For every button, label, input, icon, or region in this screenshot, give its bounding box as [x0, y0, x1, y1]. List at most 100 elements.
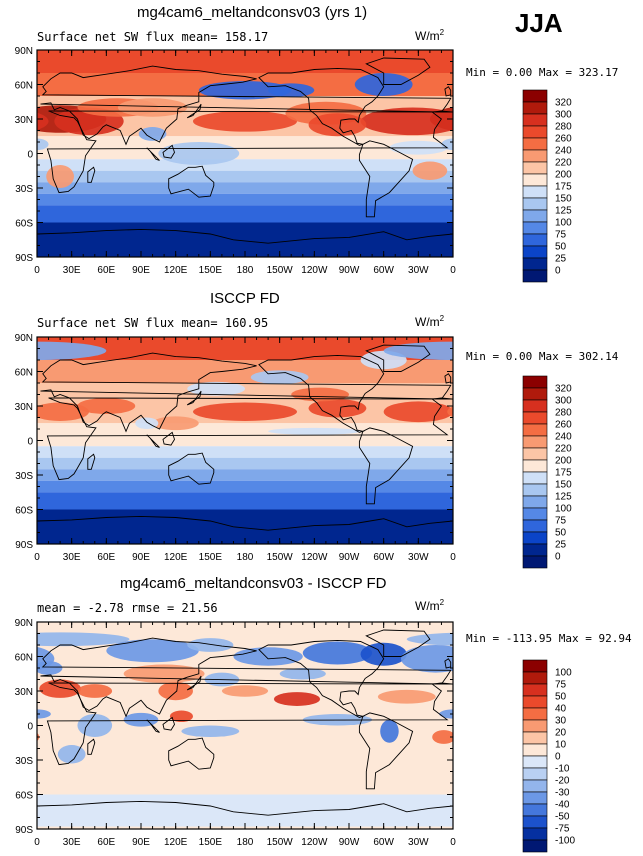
coastline: [46, 110, 453, 194]
panel2-minmax: Min = 0.00 Max = 302.14: [466, 350, 619, 363]
colorbar-swatch: [522, 233, 548, 247]
coastline: [358, 140, 414, 218]
flux-band: [37, 182, 453, 194]
colorbar-swatch: [522, 125, 548, 139]
lon-label: 60E: [97, 837, 115, 848]
colorbar-label: -100: [555, 836, 575, 847]
lon-label: 30W: [408, 837, 429, 848]
coastline: [186, 675, 202, 691]
map-field-3: [37, 622, 609, 829]
coastline: [46, 682, 453, 766]
lon-label: 90E: [132, 837, 150, 848]
colorbar-label: 300: [555, 396, 572, 407]
lon-label: 150W: [267, 265, 294, 276]
coastline: [37, 228, 453, 257]
flux-region: [138, 127, 167, 141]
lon-label: 90E: [132, 552, 150, 563]
flux-region: [383, 401, 453, 423]
lat-label: 30N: [15, 402, 33, 413]
panel3-title: mg4cam6_meltandconsv03 - ISCCP FD: [120, 575, 387, 592]
colorbar-swatch: [522, 719, 548, 733]
colorbar-label: 150: [555, 194, 572, 205]
coastline: [87, 738, 96, 755]
colorbar-swatch: [522, 161, 548, 175]
lat-label: 60S: [15, 506, 33, 517]
lat-label: 30N: [15, 687, 33, 698]
colorbar-swatch: [522, 387, 548, 401]
coastline: [258, 67, 385, 146]
flux-region: [37, 709, 51, 719]
lon-label: 60E: [97, 265, 115, 276]
coastline: [186, 390, 202, 406]
colorbar-label: 75: [555, 516, 567, 527]
colorbar-label: 25: [555, 540, 567, 551]
colorbar-swatch: [522, 245, 548, 259]
colorbar-swatch: [522, 755, 548, 769]
colorbar-swatch: [522, 483, 548, 497]
flux-region: [158, 142, 240, 165]
colorbar-swatch: [522, 507, 548, 521]
colorbar-swatch: [522, 423, 548, 437]
flux-region: [198, 81, 292, 100]
flux-region: [187, 638, 234, 652]
panel1-minmax: Min = 0.00 Max = 323.17: [466, 66, 619, 79]
coastline: [258, 354, 385, 433]
colorbar-label: 280: [555, 408, 572, 419]
lon-label: 150E: [199, 837, 223, 848]
colorbar-swatch: [522, 471, 548, 485]
map-field-1: [37, 50, 453, 257]
lon-label: 60W: [373, 265, 394, 276]
colorbar-label: 50: [555, 242, 567, 253]
colorbar-label: 100: [555, 504, 572, 515]
colorbar-swatch: [522, 221, 548, 235]
lon-label: 120W: [301, 837, 328, 848]
colorbar-label: 50: [555, 692, 567, 703]
flux-region: [158, 681, 194, 701]
lat-label: 0: [27, 437, 33, 448]
coastline: [168, 452, 215, 485]
colorbar-swatch: [522, 731, 548, 745]
coastline: [444, 658, 452, 669]
flux-region: [37, 341, 107, 360]
colorbar-label: 260: [555, 420, 572, 431]
coastline: [146, 719, 160, 733]
season-label: JJA: [515, 8, 563, 38]
flux-region: [57, 745, 86, 764]
panel1-unit: W/m2: [415, 28, 445, 43]
colorbar-label: 220: [555, 158, 572, 169]
colorbar-swatch: [522, 101, 548, 115]
lon-label: 0: [450, 552, 456, 563]
lon-label: 90W: [339, 552, 360, 563]
lat-label: 60N: [15, 81, 33, 92]
colorbar-label: -20: [555, 776, 570, 787]
lon-label: 0: [450, 837, 456, 848]
colorbar-swatch: [522, 779, 548, 793]
panel1-subtitle: Surface net SW flux mean= 158.17: [37, 30, 269, 44]
flux-region: [193, 110, 297, 132]
flux-region: [412, 161, 448, 180]
colorbar-label: 40: [555, 704, 567, 715]
colorbar-label: 75: [555, 680, 567, 691]
coastline: [358, 712, 414, 790]
coastline: [46, 397, 453, 481]
colorbar-swatch: [522, 683, 548, 697]
flux-region: [302, 641, 373, 665]
flux-region: [574, 682, 609, 700]
flux-region: [441, 138, 453, 151]
flux-band: [37, 469, 453, 481]
flux-region: [474, 745, 502, 763]
lat-label: 90S: [15, 825, 33, 836]
flux-band: [37, 193, 453, 206]
lon-label: 150W: [267, 837, 294, 848]
flux-region: [586, 711, 609, 723]
colorbar-label: 100: [555, 218, 572, 229]
lon-label: 90W: [339, 265, 360, 276]
colorbar-label: 75: [555, 230, 567, 241]
colorbar-label: 220: [555, 444, 572, 455]
flux-region: [233, 647, 303, 666]
flux-region: [279, 668, 326, 680]
